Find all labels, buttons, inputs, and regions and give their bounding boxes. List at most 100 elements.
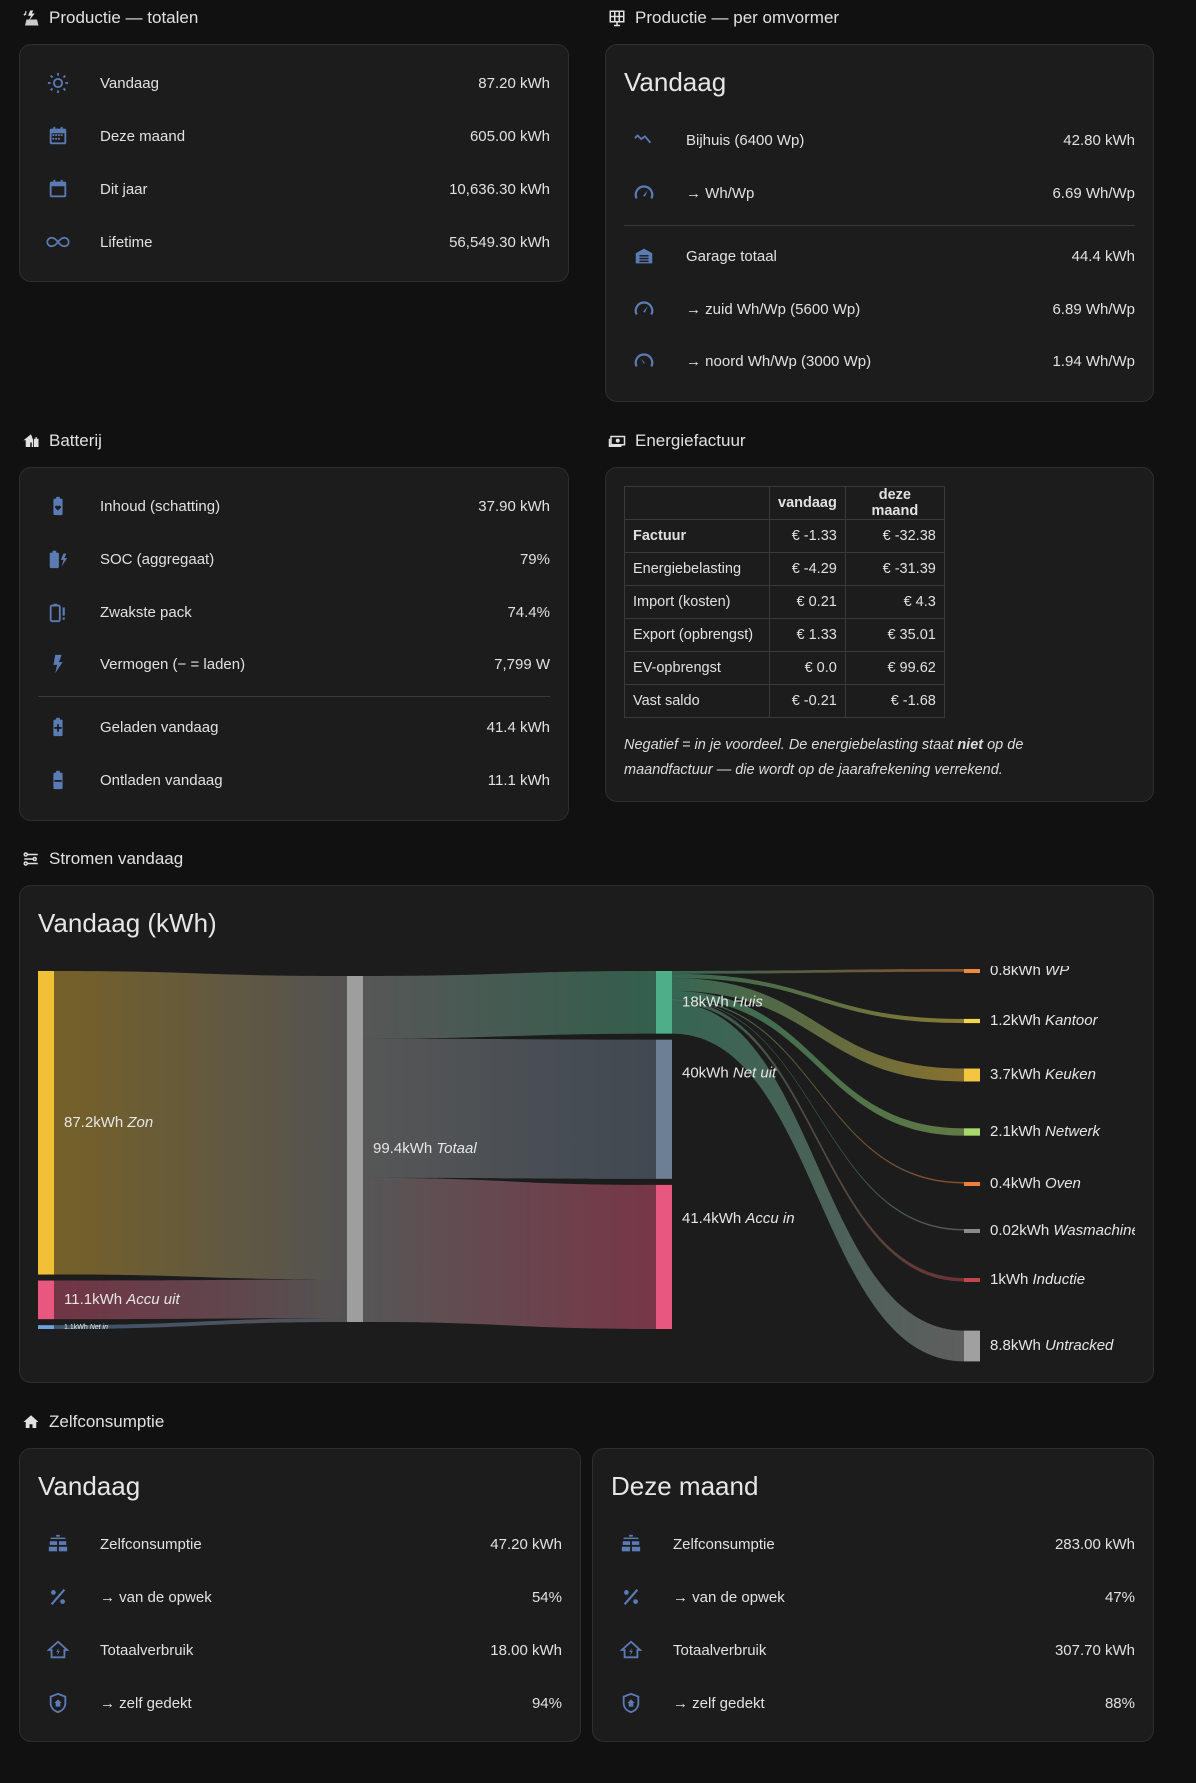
row-zelfconsumptie[interactable]: Zelfconsumptie 47.20 kWh (38, 1528, 562, 1560)
row-value: 283.00 kWh (1054, 1535, 1135, 1553)
card-energiefactuur: vandaag deze maand Factuur € -1.33 € -32… (605, 467, 1154, 802)
solar-panel-icon (619, 1532, 643, 1556)
home-icon (22, 1413, 40, 1431)
row-value: 87.20 kWh (478, 74, 550, 92)
row-dit-jaar[interactable]: Dit jaar 10,636.30 kWh (38, 173, 550, 205)
sankey-label-netwerk: 2.1kWh Netwerk (990, 1123, 1102, 1140)
sankey-node-untracked (964, 1330, 980, 1362)
table-cell: € 0.0 (769, 651, 846, 685)
row-zelf-gedekt[interactable]: → zelf gedekt 88% (611, 1687, 1135, 1719)
flow-name: Zon (126, 1114, 153, 1131)
row-totaalverbruik[interactable]: Totaalverbruik 307.70 kWh (611, 1634, 1135, 1666)
speedometer-slow-icon (632, 349, 656, 373)
row-bijhuis[interactable]: Bijhuis (6400 Wp) 42.80 kWh (624, 124, 1135, 156)
home-lightning-icon (46, 1638, 70, 1662)
battery-minus-icon (46, 768, 70, 792)
section-title-text: Energiefactuur (635, 431, 746, 450)
row-zuid-whwp[interactable]: → zuid Wh/Wp (5600 Wp) 6.89 Wh/Wp (624, 293, 1135, 325)
note-text: op de maandfactuur — die wordt op de jaa… (624, 737, 1024, 778)
sankey-label-untracked: 8.8kWh Untracked (990, 1337, 1114, 1354)
table-cell: € 1.33 (769, 618, 846, 652)
home-lightning-icon (619, 1638, 643, 1662)
table-row: Factuur € -1.33 € -32.38 (624, 519, 945, 553)
divider (38, 696, 550, 697)
row-value: 37.90 kWh (478, 497, 550, 515)
sankey-flow (672, 990, 964, 1136)
row-value: 1.94 Wh/Wp (1052, 352, 1135, 370)
flow-name: Huis (733, 993, 764, 1010)
row-label: SOC (aggregaat) (100, 550, 215, 568)
percent-icon (619, 1585, 643, 1609)
note-emphasis: niet (957, 737, 984, 753)
sankey-node-oven (964, 1182, 980, 1186)
flow-name: Totaal (436, 1140, 477, 1157)
sankey-node-accu-uit (38, 1280, 54, 1320)
section-title-energiefactuur: Energiefactuur (608, 431, 746, 451)
sankey-chart: 87.2kWh Zon 11.1kWh Accu uit 1.1kWh Net in… (38, 966, 1135, 1362)
home-battery-icon (22, 432, 40, 450)
flow-name: Accu uit (125, 1291, 180, 1308)
row-lifetime[interactable]: Lifetime 56,549.30 kWh (38, 226, 550, 258)
sankey-node-net-in (38, 1325, 54, 1329)
table-cell: Energiebelasting (624, 552, 770, 586)
row-soc[interactable]: SOC (aggregaat) 79% (38, 543, 550, 575)
table-cell: € 35.01 (844, 618, 945, 652)
row-geladen-vandaag[interactable]: Geladen vandaag 41.4 kWh (38, 711, 550, 743)
battery-heart-icon (46, 494, 70, 518)
row-van-de-opwek[interactable]: → van de opwek 47% (611, 1581, 1135, 1613)
flow-value: 87.2kWh (64, 1114, 127, 1131)
row-zelf-gedekt[interactable]: → zelf gedekt 94% (38, 1687, 562, 1719)
row-inhoud[interactable]: Inhoud (schatting) 37.90 kWh (38, 490, 550, 522)
row-value: 7,799 W (494, 655, 550, 673)
percent-icon (46, 1585, 70, 1609)
row-vandaag[interactable]: Vandaag 87.20 kWh (38, 67, 550, 99)
row-noord-whwp[interactable]: → noord Wh/Wp (3000 Wp) 1.94 Wh/Wp (624, 345, 1135, 377)
sankey-flow (672, 998, 964, 1184)
sankey-node-totaal (347, 976, 363, 1322)
card-batterij: Inhoud (schatting) 37.90 kWh SOC (aggreg… (19, 467, 569, 821)
section-title-text: Zelfconsumptie (49, 1412, 165, 1431)
sankey-node-huis (656, 971, 672, 1034)
row-van-de-opwek[interactable]: → van de opwek 54% (38, 1581, 562, 1613)
flow-name: Wasmachine (1053, 1222, 1135, 1239)
lightning-icon (46, 652, 70, 676)
sankey-label-accu-uit: 11.1kWh Accu uit (64, 1291, 180, 1308)
sun-icon (46, 71, 70, 95)
shield-home-icon (46, 1691, 70, 1715)
sankey-node-keuken (964, 1068, 980, 1082)
table-row: Export (opbrengst) € 1.33 € 35.01 (624, 618, 945, 652)
sankey-node-netwerk (964, 1128, 980, 1136)
note-text: Negatief = in je voordeel. De energiebel… (624, 737, 958, 753)
row-zwakste-pack[interactable]: Zwakste pack 74.4% (38, 596, 550, 628)
row-value: 47.20 kWh (490, 1535, 562, 1553)
row-totaalverbruik[interactable]: Totaalverbruik 18.00 kWh (38, 1634, 562, 1666)
speedometer-icon (632, 297, 656, 321)
divider (624, 225, 1135, 226)
flow-value: 18kWh (682, 993, 733, 1010)
sankey-label-zon: 87.2kWh Zon (64, 1114, 153, 1131)
row-bijhuis-whwp[interactable]: → Wh/Wp 6.69 Wh/Wp (624, 177, 1135, 209)
row-zelfconsumptie[interactable]: Zelfconsumptie 283.00 kWh (611, 1528, 1135, 1560)
row-garage-totaal[interactable]: Garage totaal 44.4 kWh (624, 240, 1135, 272)
flow-name: Keuken (1045, 1066, 1096, 1083)
table-row: Import (kosten) € 0.21 € 4.3 (624, 585, 945, 619)
row-value: 44.4 kWh (1071, 247, 1135, 265)
table-cell: € 99.62 (844, 651, 945, 685)
sankey-node-wp (964, 969, 980, 973)
row-deze-maand[interactable]: Deze maand 605.00 kWh (38, 120, 550, 152)
table-cell: € 0.21 (769, 585, 846, 619)
section-title-batterij: Batterij (22, 431, 102, 451)
row-value: 88% (1104, 1694, 1135, 1712)
row-value: 74.4% (507, 603, 550, 621)
row-label: → zuid Wh/Wp (5600 Wp) (686, 300, 861, 318)
sankey-label-net-uit: 40kWh Net uit (682, 1065, 777, 1082)
row-label: Deze maand (100, 127, 186, 145)
row-label: Zwakste pack (100, 603, 192, 621)
sankey-label-wp: 0.8kWh WP (990, 966, 1069, 979)
sankey-flow (672, 1003, 964, 1362)
row-vermogen[interactable]: Vermogen (− = laden) 7,799 W (38, 648, 550, 680)
row-label: Vermogen (− = laden) (100, 655, 246, 673)
table-cell: Import (kosten) (624, 585, 770, 619)
speedometer-icon (632, 181, 656, 205)
row-ontladen-vandaag[interactable]: Ontladen vandaag 11.1 kWh (38, 764, 550, 796)
